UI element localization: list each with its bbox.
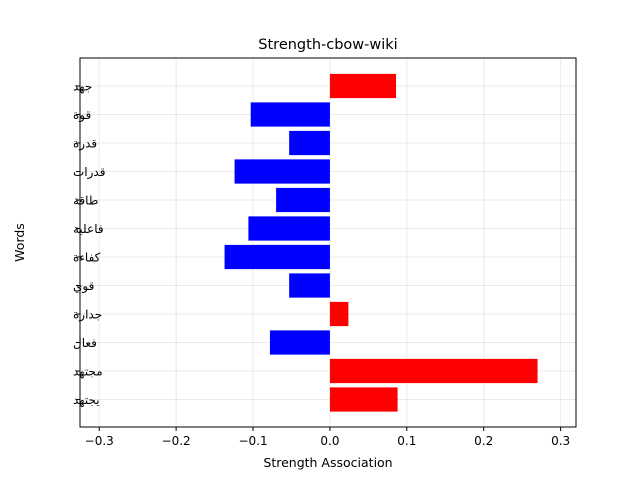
bar — [289, 130, 330, 156]
y-tick-label: قوي — [73, 279, 94, 294]
x-axis: −0.3 −0.2 −0.1 0.0 0.1 0.2 0.3 — [85, 427, 570, 448]
x-tick-label: 0.0 — [320, 434, 339, 448]
x-tick-label: −0.2 — [162, 434, 191, 448]
x-tick-label: 0.2 — [474, 434, 493, 448]
x-tick-label: −0.1 — [238, 434, 267, 448]
y-tick-label: قوة — [73, 108, 91, 123]
y-tick-label: كفاءة — [73, 251, 101, 265]
y-tick-label: يجتهد — [73, 393, 100, 407]
plot-area-frame — [79, 57, 577, 428]
x-axis-label: Strength Association — [263, 455, 392, 470]
bar — [329, 387, 398, 412]
bar — [234, 159, 330, 184]
bar — [248, 216, 330, 241]
y-tick-label: جهد — [73, 80, 92, 94]
bar — [224, 244, 330, 270]
chart-title: Strength-cbow-wiki — [258, 37, 397, 53]
bar — [250, 102, 330, 127]
y-tick-label: فاعلية — [73, 222, 104, 236]
bar — [276, 187, 330, 213]
bar — [269, 330, 330, 355]
bar — [329, 73, 397, 99]
y-tick-label: قدرة — [73, 137, 97, 152]
bar — [329, 358, 538, 384]
y-axis: جهد قوة قدرة قدرات طاقة فاعلية كفاءة قوي جدارة فع… — [73, 80, 105, 408]
y-tick-label: جدارة — [73, 308, 102, 323]
x-tick-label: 0.1 — [397, 434, 416, 448]
bar — [329, 301, 349, 327]
bar — [289, 273, 330, 298]
y-axis-label: Words — [12, 223, 27, 262]
bars — [224, 73, 538, 412]
y-tick-label: مجتهد — [73, 365, 103, 379]
y-tick-label: طاقة — [73, 194, 98, 208]
y-tick-label: فعال — [73, 336, 97, 350]
x-tick-label: −0.3 — [85, 434, 114, 448]
y-tick-label: قدرات — [73, 165, 105, 180]
x-tick-label: 0.3 — [551, 434, 570, 448]
